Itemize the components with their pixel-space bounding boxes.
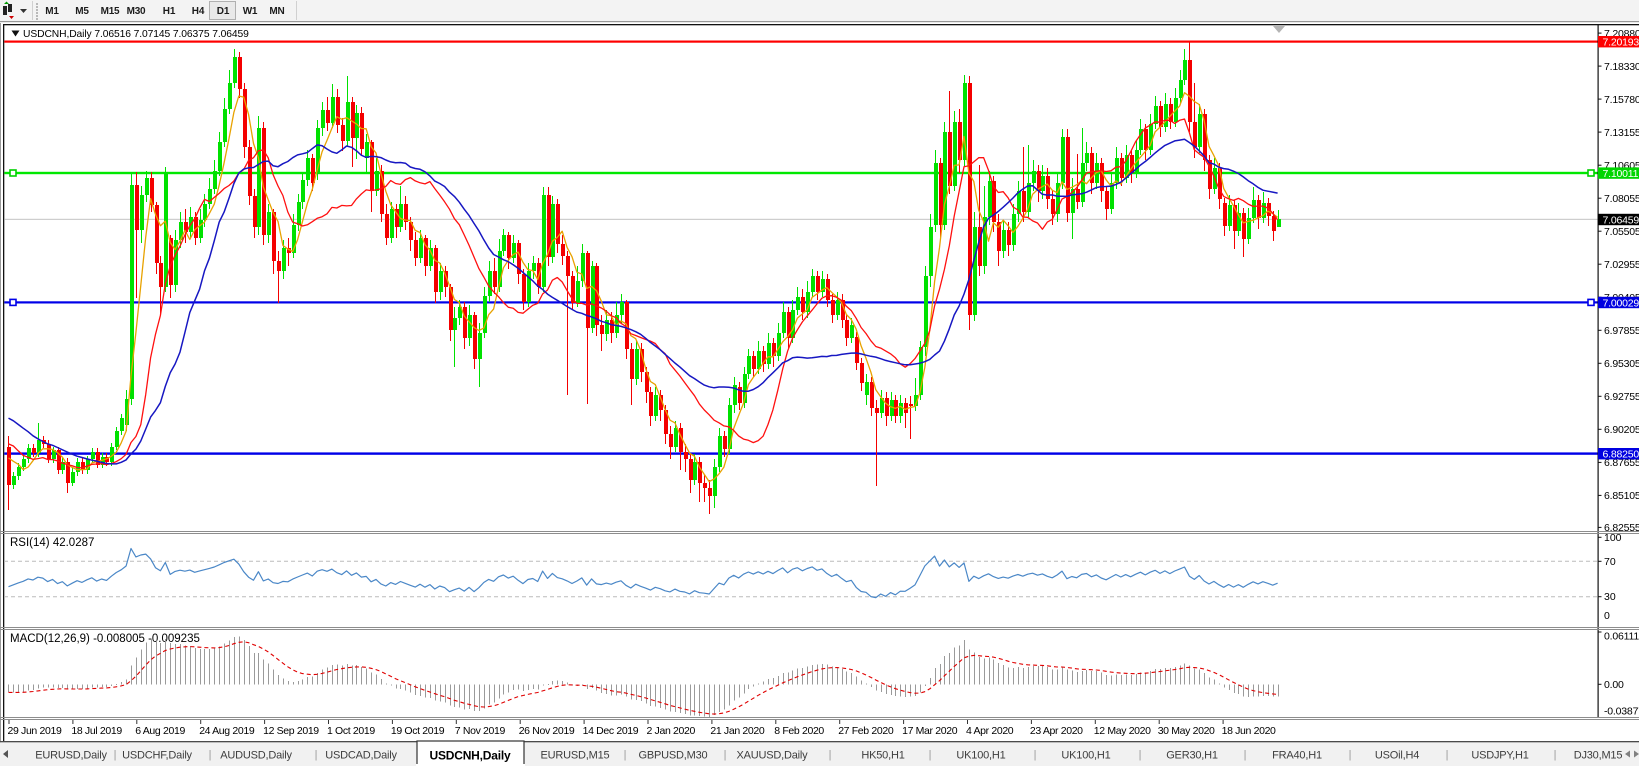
svg-text:HK50,H1: HK50,H1	[861, 750, 904, 762]
svg-text:6 Aug 2019: 6 Aug 2019	[135, 725, 185, 737]
svg-text:1 Oct 2019: 1 Oct 2019	[327, 725, 375, 737]
svg-text:70: 70	[1604, 556, 1616, 568]
svg-text:|: |	[209, 749, 212, 761]
svg-text:7.18330: 7.18330	[1604, 61, 1639, 73]
svg-text:M1: M1	[45, 6, 59, 17]
svg-text:4 Apr 2020: 4 Apr 2020	[966, 725, 1014, 737]
svg-text:17 Mar 2020: 17 Mar 2020	[902, 725, 958, 737]
svg-text:6.97855: 6.97855	[1604, 325, 1639, 337]
svg-text:DJ30,M15: DJ30,M15	[1574, 750, 1623, 762]
svg-text:0.0611150: 0.0611150	[1604, 631, 1639, 643]
svg-text:14 Dec 2019: 14 Dec 2019	[583, 725, 639, 737]
svg-text:18 Jun 2020: 18 Jun 2020	[1222, 725, 1276, 737]
svg-text:100: 100	[1604, 532, 1622, 544]
svg-text:EURUSD,M15: EURUSD,M15	[541, 750, 610, 762]
svg-text:7.02955: 7.02955	[1604, 259, 1639, 271]
svg-text:0: 0	[1604, 610, 1610, 622]
svg-text:6.95305: 6.95305	[1604, 358, 1639, 370]
svg-text:|: |	[829, 749, 832, 761]
svg-text:12 Sep 2019: 12 Sep 2019	[263, 725, 319, 737]
svg-text:7.10011: 7.10011	[1603, 168, 1639, 180]
svg-text:M15: M15	[101, 6, 120, 17]
svg-text:27 Feb 2020: 27 Feb 2020	[838, 725, 894, 737]
svg-text:7.20193: 7.20193	[1603, 37, 1639, 49]
svg-text:USDCAD,Daily: USDCAD,Daily	[325, 750, 397, 762]
svg-text:-0.0387700: -0.0387700	[1604, 706, 1639, 718]
svg-text:30: 30	[1604, 591, 1616, 603]
svg-text:RSI(14) 42.0287: RSI(14) 42.0287	[10, 537, 94, 549]
svg-text:|: |	[624, 749, 627, 761]
svg-text:M30: M30	[127, 6, 146, 17]
svg-text:|: |	[1034, 749, 1037, 761]
svg-text:21 Jan 2020: 21 Jan 2020	[710, 725, 764, 737]
svg-text:0.00: 0.00	[1604, 679, 1624, 691]
svg-text:26 Nov 2019: 26 Nov 2019	[519, 725, 575, 737]
svg-text:FRA40,H1: FRA40,H1	[1272, 750, 1322, 762]
svg-text:W1: W1	[243, 6, 258, 17]
svg-text:24 Aug 2019: 24 Aug 2019	[199, 725, 255, 737]
svg-text:GER30,H1: GER30,H1	[1166, 750, 1218, 762]
svg-text:H4: H4	[192, 6, 205, 17]
svg-text:7.15780: 7.15780	[1604, 94, 1639, 106]
svg-text:|: |	[1446, 749, 1449, 761]
svg-text:H1: H1	[163, 6, 176, 17]
svg-text:7 Nov 2019: 7 Nov 2019	[455, 725, 506, 737]
svg-text:19 Oct 2019: 19 Oct 2019	[391, 725, 445, 737]
svg-text:6.90205: 6.90205	[1604, 424, 1639, 436]
svg-text:6.87655: 6.87655	[1604, 457, 1639, 469]
svg-text:|: |	[1349, 749, 1352, 761]
svg-text:18 Jul 2019: 18 Jul 2019	[71, 725, 122, 737]
svg-text:|: |	[1244, 749, 1247, 761]
svg-text:USDCNH,Daily 7.06516 7.07145: USDCNH,Daily 7.06516 7.07145 7.06375 7.0…	[23, 29, 249, 40]
svg-text:M5: M5	[75, 6, 89, 17]
svg-text:MACD(12,26,9) -0.008005 -0.009: MACD(12,26,9) -0.008005 -0.009235	[10, 633, 200, 645]
svg-text:8 Feb 2020: 8 Feb 2020	[774, 725, 824, 737]
svg-text:7.08055: 7.08055	[1604, 193, 1639, 205]
svg-text:7.05505: 7.05505	[1604, 226, 1639, 238]
svg-text:|: |	[1554, 749, 1557, 761]
svg-text:GBPUSD,M30: GBPUSD,M30	[639, 750, 708, 762]
svg-text:USOil,H4: USOil,H4	[1375, 750, 1419, 762]
svg-text:30 May 2020: 30 May 2020	[1158, 725, 1215, 737]
svg-text:|: |	[724, 749, 727, 761]
svg-text:|: |	[315, 749, 318, 761]
svg-text:D1: D1	[217, 6, 230, 17]
svg-text:USDCNH,Daily: USDCNH,Daily	[430, 749, 511, 763]
svg-text:|: |	[1139, 749, 1142, 761]
svg-text:EURUSD,Daily: EURUSD,Daily	[35, 750, 107, 762]
svg-text:6.85105: 6.85105	[1604, 490, 1639, 502]
svg-text:2 Jan 2020: 2 Jan 2020	[647, 725, 696, 737]
svg-text:USDCHF,Daily: USDCHF,Daily	[122, 750, 192, 762]
svg-text:AUDUSD,Daily: AUDUSD,Daily	[220, 750, 292, 762]
svg-text:MN: MN	[269, 6, 284, 17]
svg-text:USDJPY,H1: USDJPY,H1	[1471, 750, 1528, 762]
svg-text:UK100,H1: UK100,H1	[1061, 750, 1110, 762]
svg-text:XAUUSD,Daily: XAUUSD,Daily	[737, 750, 809, 762]
svg-text:|: |	[929, 749, 932, 761]
svg-text:23 Apr 2020: 23 Apr 2020	[1030, 725, 1083, 737]
svg-text:7.06459: 7.06459	[1603, 214, 1639, 226]
svg-text:|: |	[114, 749, 117, 761]
svg-text:UK100,H1: UK100,H1	[956, 750, 1005, 762]
svg-text:6.88250: 6.88250	[1603, 449, 1639, 461]
svg-text:7.00029: 7.00029	[1603, 297, 1639, 309]
svg-text:7.13155: 7.13155	[1604, 127, 1639, 139]
svg-text:29 Jun 2019: 29 Jun 2019	[8, 725, 62, 737]
svg-text:6.92755: 6.92755	[1604, 391, 1639, 403]
svg-text:12 May 2020: 12 May 2020	[1094, 725, 1151, 737]
